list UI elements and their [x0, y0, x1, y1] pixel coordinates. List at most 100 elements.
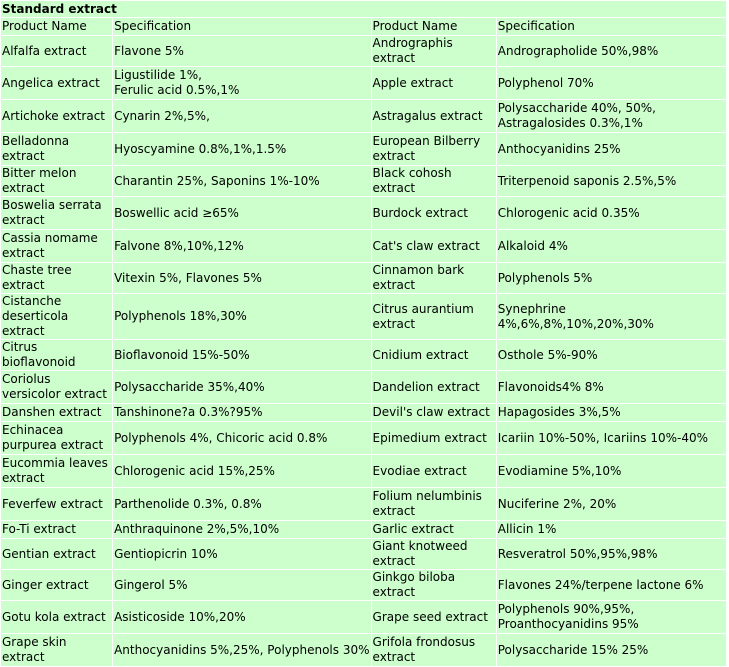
- specification-cell: Gingerol 5%: [113, 570, 371, 600]
- specification-cell: Alkaloid 4%: [496, 230, 726, 262]
- table-row: Cistanche deserticola extract Polyphenols…: [1, 294, 726, 339]
- product-name-cell: Chaste tree extract: [1, 263, 113, 293]
- specification-cell: Anthocyanidins 25%: [496, 133, 726, 165]
- product-name-cell: Garlic extract: [371, 521, 496, 538]
- specification-cell: Gentiopicrin 10%: [113, 539, 371, 569]
- product-name-cell: Folium nelumbinis extract: [371, 488, 496, 520]
- specification-cell: Polyphenols 5%: [496, 263, 726, 293]
- table-row: Alfalfa extract Flavone 5% Andrographis ex…: [1, 36, 726, 66]
- table-title-row: Standard extract: [1, 1, 726, 17]
- table-row: Cassia nomame extract Falvone 8%,10%,12% C…: [1, 230, 726, 262]
- specification-cell: Synephrine 4%,6%,8%,10%,20%,30%: [496, 294, 726, 339]
- table-row: Angelica extract Ligustilide 1%, Ferulic …: [1, 67, 726, 99]
- product-name-cell: Bitter melon extract: [1, 166, 113, 196]
- product-name-cell: Boswelia serrata extract: [1, 197, 113, 229]
- specification-cell: Falvone 8%,10%,12%: [113, 230, 371, 262]
- product-name-cell: Artichoke extract: [1, 100, 113, 132]
- product-name-cell: Echinacea purpurea extract: [1, 422, 113, 454]
- specification-cell: Tanshinone?a 0.3%?95%: [113, 404, 371, 421]
- table-row: Ginger extract Gingerol 5% Ginkgo biloba e…: [1, 570, 726, 600]
- table-row: Danshen extract Tanshinone?a 0.3%?95% Devi…: [1, 404, 726, 421]
- table-row: Feverfew extract Parthenolide 0.3%, 0.8% F…: [1, 488, 726, 520]
- product-name-cell: Cnidium extract: [371, 340, 496, 370]
- specification-cell: Flavones 24%/terpene lactone 6%: [496, 570, 726, 600]
- product-name-cell: Cinnamon bark extract: [371, 263, 496, 293]
- specification-cell: Triterpenoid saponis 2.5%,5%: [496, 166, 726, 196]
- specification-cell: Osthole 5%-90%: [496, 340, 726, 370]
- product-name-cell: Eucommia leaves extract: [1, 455, 113, 487]
- product-name-cell: Apple extract: [371, 67, 496, 99]
- specification-cell: Polysaccharide 15% 25%: [496, 634, 726, 666]
- specification-cell: Boswellic acid ≥65%: [113, 197, 371, 229]
- table-row: Echinacea purpurea extract Polyphenols 4%…: [1, 422, 726, 454]
- specification-cell: Andrographolide 50%,98%: [496, 36, 726, 66]
- product-name-cell: Ginger extract: [1, 570, 113, 600]
- specification-cell: Flavone 5%: [113, 36, 371, 66]
- specification-cell: Polyphenol 70%: [496, 67, 726, 99]
- product-name-cell: Alfalfa extract: [1, 36, 113, 66]
- table-row: Gentian extract Gentiopicrin 10% Giant kno…: [1, 539, 726, 569]
- product-name-cell: Coriolus versicolor extract: [1, 371, 113, 403]
- header-product-name-1: Product Name: [1, 18, 113, 35]
- product-name-cell: Evodiae extract: [371, 455, 496, 487]
- product-name-cell: Angelica extract: [1, 67, 113, 99]
- specification-cell: Polyphenols 4%, Chicoric acid 0.8%: [113, 422, 371, 454]
- table-header-row: Product Name Specification Product Name …: [1, 18, 726, 35]
- table-row: Coriolus versicolor extract Polysaccharid…: [1, 371, 726, 403]
- specification-cell: Ligustilide 1%, Ferulic acid 0.5%,1%: [113, 67, 371, 99]
- specification-cell: Polysaccharide 40%, 50%, Astragalosides …: [496, 100, 726, 132]
- specification-cell: Hyoscyamine 0.8%,1%,1.5%: [113, 133, 371, 165]
- table-row: Belladonna extract Hyoscyamine 0.8%,1%,1.…: [1, 133, 726, 165]
- product-name-cell: Burdock extract: [371, 197, 496, 229]
- product-name-cell: Giant knotweed extract: [371, 539, 496, 569]
- specification-cell: Bioflavonoid 15%-50%: [113, 340, 371, 370]
- specification-cell: Cynarin 2%,5%,: [113, 100, 371, 132]
- specification-cell: Nuciferine 2%, 20%: [496, 488, 726, 520]
- product-name-cell: Grifola frondosus extract: [371, 634, 496, 666]
- product-name-cell: Ginkgo biloba extract: [371, 570, 496, 600]
- specification-cell: Icariin 10%-50%, Icariins 10%-40%: [496, 422, 726, 454]
- product-name-cell: European Bilberry extract: [371, 133, 496, 165]
- table-row: Eucommia leaves extract Chlorogenic acid …: [1, 455, 726, 487]
- header-specification-2: Specification: [496, 18, 726, 35]
- table-row: Artichoke extract Cynarin 2%,5%, Astragalu…: [1, 100, 726, 132]
- product-name-cell: Citrus bioflavonoid: [1, 340, 113, 370]
- product-name-cell: Devil's claw extract: [371, 404, 496, 421]
- product-name-cell: Cassia nomame extract: [1, 230, 113, 262]
- specification-cell: Asisticoside 10%,20%: [113, 601, 371, 633]
- table-title: Standard extract: [1, 1, 726, 17]
- specification-cell: Polyphenols 18%,30%: [113, 294, 371, 339]
- specification-cell: Flavonoids4% 8%: [496, 371, 726, 403]
- specification-cell: Chlorogenic acid 0.35%: [496, 197, 726, 229]
- specification-cell: Polyphenols 90%,95%, Proanthocyanidins 9…: [496, 601, 726, 633]
- table-row: Chaste tree extract Vitexin 5%, Flavones …: [1, 263, 726, 293]
- product-name-cell: Citrus aurantium extract: [371, 294, 496, 339]
- product-name-cell: Grape skin extract: [1, 634, 113, 666]
- table-row: Gotu kola extract Asisticoside 10%,20% Gra…: [1, 601, 726, 633]
- product-name-cell: Feverfew extract: [1, 488, 113, 520]
- header-product-name-2: Product Name: [371, 18, 496, 35]
- table-row: Bitter melon extract Charantin 25%, Sapon…: [1, 166, 726, 196]
- product-name-cell: Gotu kola extract: [1, 601, 113, 633]
- product-name-cell: Fo-Ti extract: [1, 521, 113, 538]
- product-name-cell: Astragalus extract: [371, 100, 496, 132]
- specification-cell: Chlorogenic acid 15%,25%: [113, 455, 371, 487]
- specification-cell: Charantin 25%, Saponins 1%-10%: [113, 166, 371, 196]
- specification-cell: Anthocyanidins 5%,25%, Polyphenols 30%: [113, 634, 371, 666]
- product-name-cell: Belladonna extract: [1, 133, 113, 165]
- specification-cell: Resveratrol 50%,95%,98%: [496, 539, 726, 569]
- product-name-cell: Cistanche deserticola extract: [1, 294, 113, 339]
- table-row: Boswelia serrata extract Boswellic acid ≥…: [1, 197, 726, 229]
- product-name-cell: Epimedium extract: [371, 422, 496, 454]
- product-name-cell: Black cohosh extract: [371, 166, 496, 196]
- specification-cell: Polysaccharide 35%,40%: [113, 371, 371, 403]
- product-name-cell: Cat's claw extract: [371, 230, 496, 262]
- specification-cell: Vitexin 5%, Flavones 5%: [113, 263, 371, 293]
- table-row: Grape skin extract Anthocyanidins 5%,25%,…: [1, 634, 726, 666]
- product-name-cell: Danshen extract: [1, 404, 113, 421]
- product-name-cell: Dandelion extract: [371, 371, 496, 403]
- specification-cell: Hapagosides 3%,5%: [496, 404, 726, 421]
- specification-cell: Parthenolide 0.3%, 0.8%: [113, 488, 371, 520]
